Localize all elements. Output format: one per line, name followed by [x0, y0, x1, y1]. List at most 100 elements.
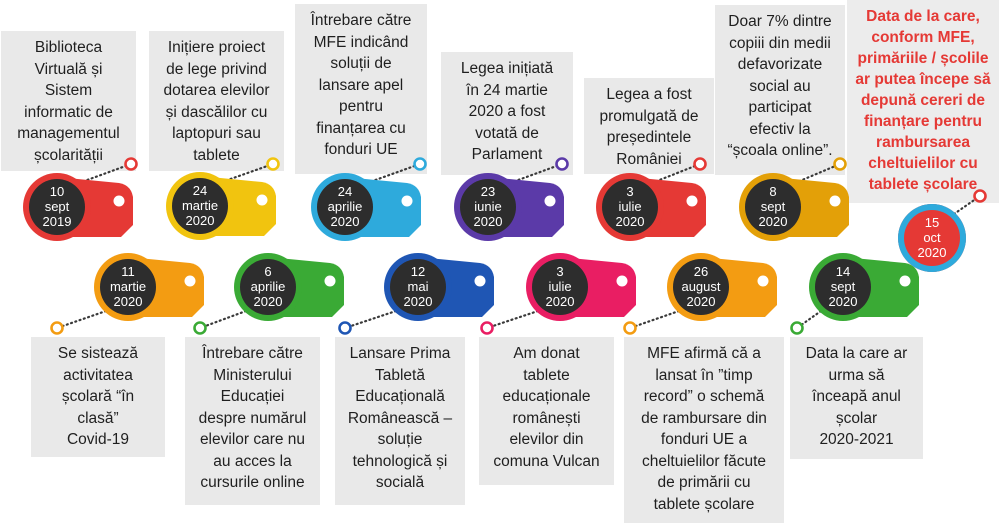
- milestone-2-text: Se sistează activitatea școlară “în clas…: [31, 337, 165, 457]
- tag-date-line: 2020: [254, 294, 283, 309]
- connector-ring-icon: [973, 189, 987, 203]
- tag-date-line: sept: [45, 199, 70, 214]
- connector-line: [365, 162, 422, 185]
- tag-date-line: 11: [121, 264, 135, 279]
- tag-date-line: 2020: [616, 214, 645, 229]
- milestone-12-text: Data la care ar urma să înceapă anul șco…: [790, 337, 923, 459]
- tag-date-line: 6: [264, 264, 271, 279]
- tag-hole-icon: [616, 275, 628, 287]
- tag-hole-icon: [401, 195, 413, 207]
- tag-hole-icon: [544, 195, 556, 207]
- tag-date-line: 26: [694, 264, 708, 279]
- tag-date-line: 12: [411, 264, 425, 279]
- tag-date-line: martie: [182, 198, 218, 213]
- tag-center: [317, 179, 373, 235]
- connector-ring-icon: [790, 321, 804, 335]
- connector-line: [198, 309, 248, 330]
- milestone-10-text: MFE afirmă că a lansat în ”timp record” …: [624, 337, 784, 523]
- tag-date-line: 15: [925, 215, 939, 230]
- tag-hole-icon: [757, 275, 769, 287]
- tag-date-line: aprilie: [328, 199, 363, 214]
- connector-line: [650, 162, 702, 185]
- tag-hole-icon: [899, 275, 911, 287]
- tag-date-line: 2020: [331, 214, 360, 229]
- tag-date-line: iunie: [474, 199, 501, 214]
- milestone-6-text: Lansare Prima Tabletă Educațională Român…: [335, 337, 465, 505]
- connector-ring-icon: [693, 157, 707, 171]
- milestone-3-text: Inițiere proiect de lege privind dotarea…: [149, 31, 284, 171]
- tag-date-line: 14: [836, 264, 850, 279]
- tag-center: [904, 210, 960, 266]
- tag-center: [673, 259, 729, 315]
- tag-date-line: 3: [556, 264, 563, 279]
- tag-date-line: 2020: [404, 294, 433, 309]
- milestone-4-text: Întrebare către Ministerului Educației d…: [185, 337, 320, 505]
- connector-ring-icon: [555, 157, 569, 171]
- tag-date-line: 2020: [759, 214, 788, 229]
- tag-date-line: 2020: [829, 294, 858, 309]
- connector-line: [485, 309, 540, 330]
- tag-center: [815, 259, 871, 315]
- tag-date-line: aprilie: [251, 279, 286, 294]
- milestone-11-text: Doar 7% dintre copiii din medii defavori…: [715, 5, 845, 175]
- tag-date-line: 2020: [687, 294, 716, 309]
- milestone-8-text: Am donat tablete educaționale românești …: [479, 337, 614, 485]
- tag-date-line: 2020: [546, 294, 575, 309]
- tag-center: [602, 179, 658, 235]
- milestone-13-text: Data de la care, conform MFE, primăriile…: [847, 0, 999, 203]
- tag-date-line: sept: [761, 199, 786, 214]
- tag-date-line: martie: [110, 279, 146, 294]
- connector-ring-icon: [50, 321, 64, 335]
- milestone-9-text: Legea a fost promulgată de președintele …: [584, 78, 714, 174]
- milestone-1-text: Biblioteca Virtuală și Sistem informatic…: [1, 31, 136, 171]
- tag-date-line: mai: [408, 279, 429, 294]
- connector-line: [77, 162, 133, 185]
- connector-line: [343, 309, 398, 330]
- milestone-7-text: Legea inițiată în 24 martie 2020 a fost …: [441, 52, 573, 175]
- tag-center: [390, 259, 446, 315]
- tag-date-line: 10: [50, 184, 64, 199]
- tag-center: [29, 179, 85, 235]
- tag-hole-icon: [474, 275, 486, 287]
- tag-date-line: 23: [481, 184, 495, 199]
- connector-line: [793, 162, 842, 185]
- tag-center: [460, 179, 516, 235]
- connector-ring-icon: [480, 321, 494, 335]
- tag-center: [745, 179, 801, 235]
- tag-date-line: oct: [923, 230, 941, 245]
- tag-center: [100, 259, 156, 315]
- tag-date-line: 24: [193, 183, 207, 198]
- milestone-5-text: Întrebare către MFE indicând soluții de …: [295, 4, 427, 174]
- connector-line: [508, 162, 564, 185]
- connector-ring-icon: [193, 321, 207, 335]
- tag-hole-icon: [184, 275, 196, 287]
- tag-date-line: 2020: [474, 214, 503, 229]
- connector-ring-icon: [338, 321, 352, 335]
- tag-hole-icon: [113, 195, 125, 207]
- tag-center: [240, 259, 296, 315]
- tag-date-line: 2020: [114, 294, 143, 309]
- tag-date-line: iulie: [548, 279, 571, 294]
- tag-date-line: 24: [338, 184, 352, 199]
- tag-hole-icon: [324, 275, 336, 287]
- tag-date-line: sept: [831, 279, 856, 294]
- connector-line: [55, 309, 108, 330]
- connector-line: [628, 309, 681, 330]
- tag-hole-icon: [686, 195, 698, 207]
- tag-date-line: 2020: [918, 245, 947, 260]
- tag-date-line: august: [681, 279, 720, 294]
- tag-center: [532, 259, 588, 315]
- tag-date-line: 3: [626, 184, 633, 199]
